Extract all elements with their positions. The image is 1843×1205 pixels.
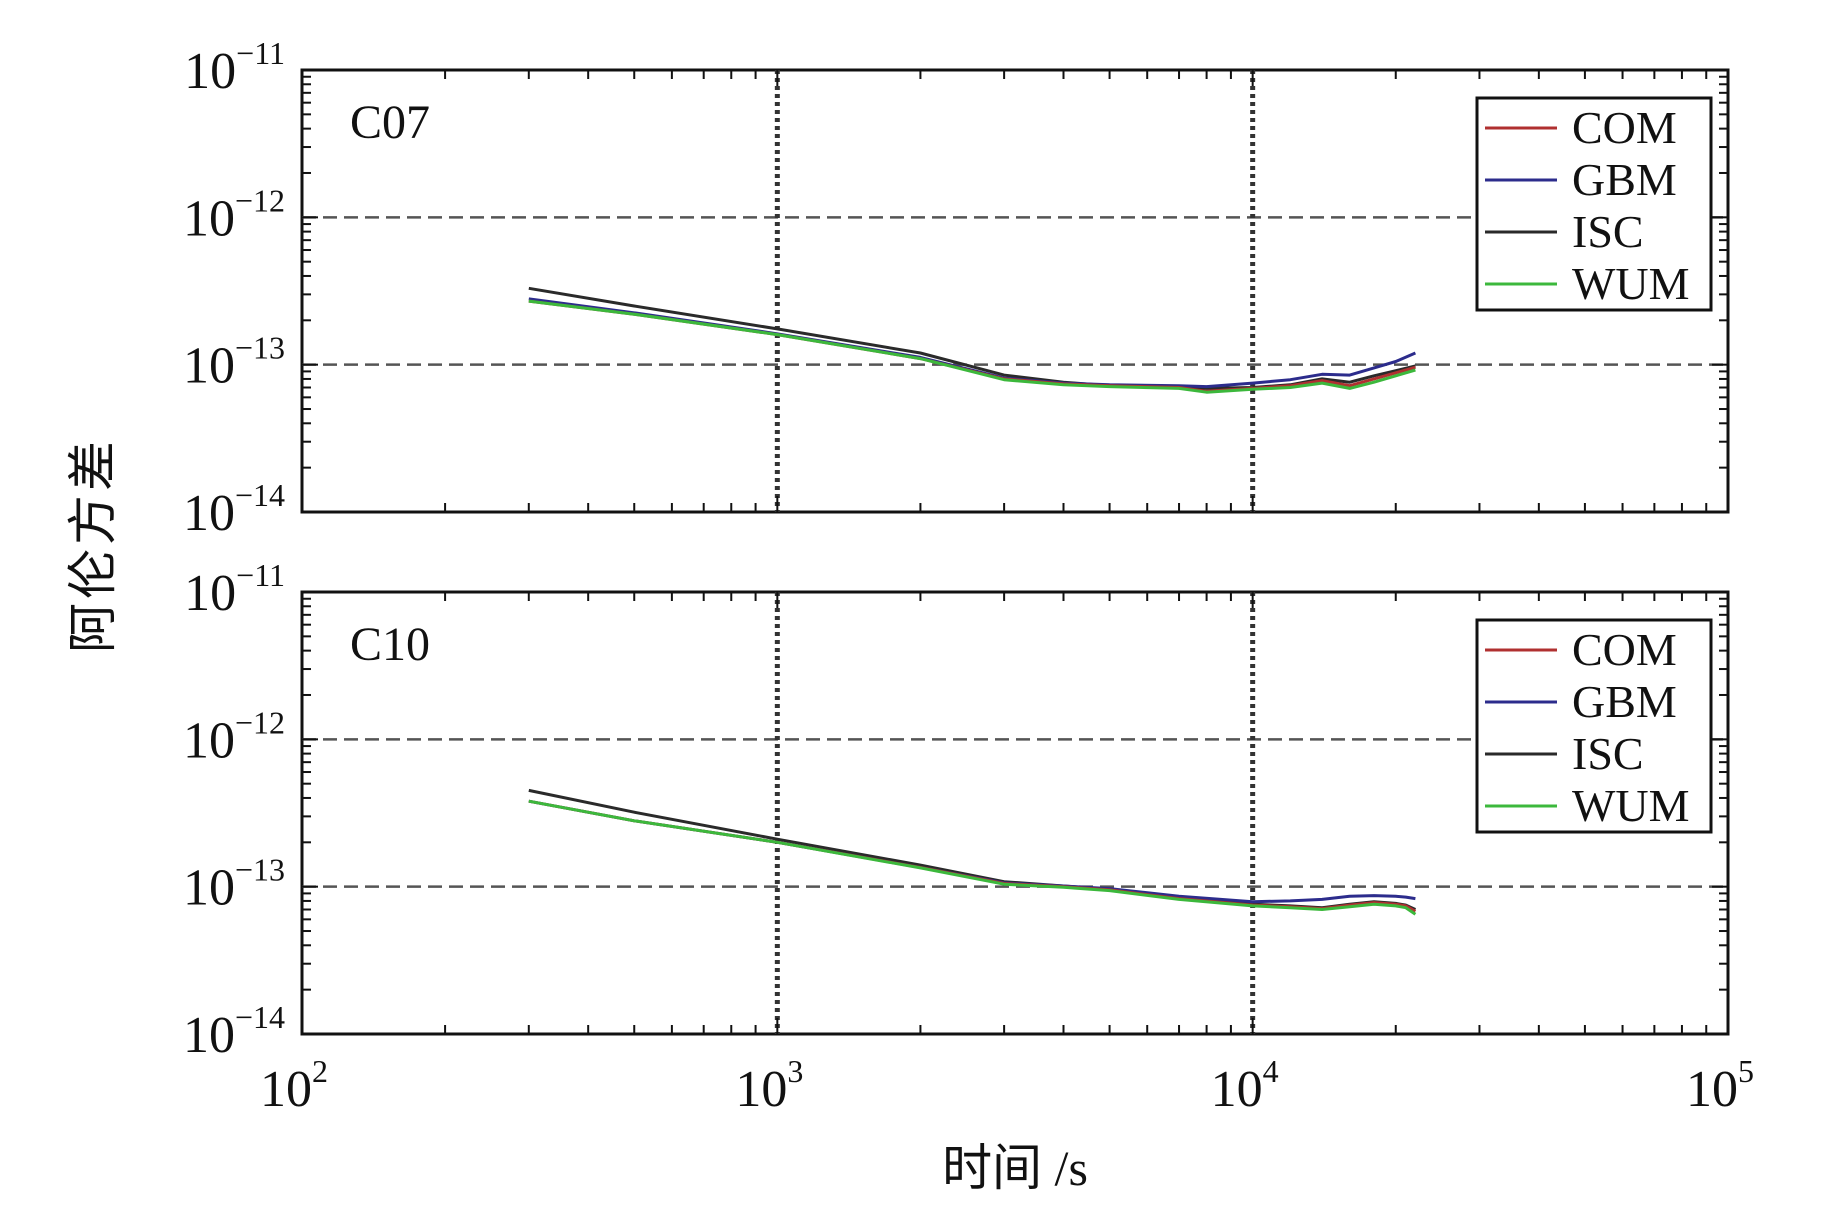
y-tick-label: 10−12 <box>183 182 285 247</box>
y-tick-label: 10−13 <box>183 852 285 917</box>
x-tick-label: 102 <box>260 1053 328 1118</box>
series-line-wum <box>528 299 1416 394</box>
series-line-wum <box>528 799 1417 916</box>
legend-box <box>1475 618 1713 834</box>
y-tick-label: 10−14 <box>183 477 285 542</box>
y-tick-label: 10−12 <box>183 704 285 769</box>
legend-label-gbm: GBM <box>1572 154 1677 205</box>
legend-label-wum: WUM <box>1572 258 1690 309</box>
x-tick-label: 103 <box>735 1053 803 1118</box>
legend-label-com: COM <box>1572 624 1677 675</box>
y-tick-label: 10−13 <box>183 330 285 395</box>
x-tick-label: 104 <box>1211 1053 1279 1118</box>
legend-label-isc: ISC <box>1572 728 1644 779</box>
legend-label-isc: ISC <box>1572 206 1644 257</box>
y-tick-label: 10−11 <box>184 35 285 100</box>
panel-title: C07 <box>350 96 430 149</box>
x-axis-label: 时间 /s <box>942 1140 1088 1196</box>
y-axis-label: 阿伦方差 <box>65 437 121 653</box>
legend-box <box>1475 96 1713 312</box>
x-tick-label: 105 <box>1686 1053 1754 1118</box>
y-tick-label: 10−14 <box>183 999 285 1064</box>
legend-label-gbm: GBM <box>1572 676 1677 727</box>
panel-title: C10 <box>350 618 430 671</box>
legend-label-wum: WUM <box>1572 780 1690 831</box>
y-tick-label: 10−11 <box>184 557 285 622</box>
legend-label-com: COM <box>1572 102 1677 153</box>
